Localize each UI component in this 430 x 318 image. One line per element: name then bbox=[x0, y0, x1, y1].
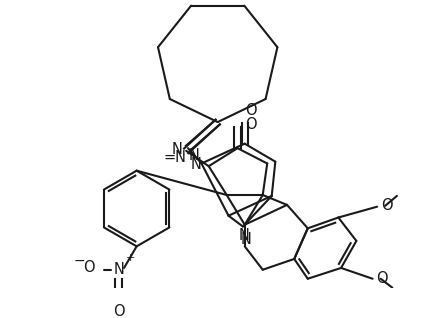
Text: N: N bbox=[238, 228, 249, 243]
Text: O: O bbox=[83, 259, 94, 274]
Text: O: O bbox=[245, 117, 256, 132]
Text: O: O bbox=[381, 198, 392, 213]
Text: +: + bbox=[126, 253, 135, 263]
Text: =N: =N bbox=[163, 150, 186, 165]
Text: −: − bbox=[74, 254, 85, 268]
Text: N: N bbox=[172, 142, 183, 157]
Text: O: O bbox=[113, 304, 124, 318]
Text: N: N bbox=[189, 148, 200, 162]
Text: O: O bbox=[376, 271, 388, 286]
Text: N: N bbox=[113, 262, 124, 277]
Text: N: N bbox=[241, 232, 252, 247]
Text: N: N bbox=[190, 157, 202, 172]
Text: O: O bbox=[246, 102, 257, 118]
